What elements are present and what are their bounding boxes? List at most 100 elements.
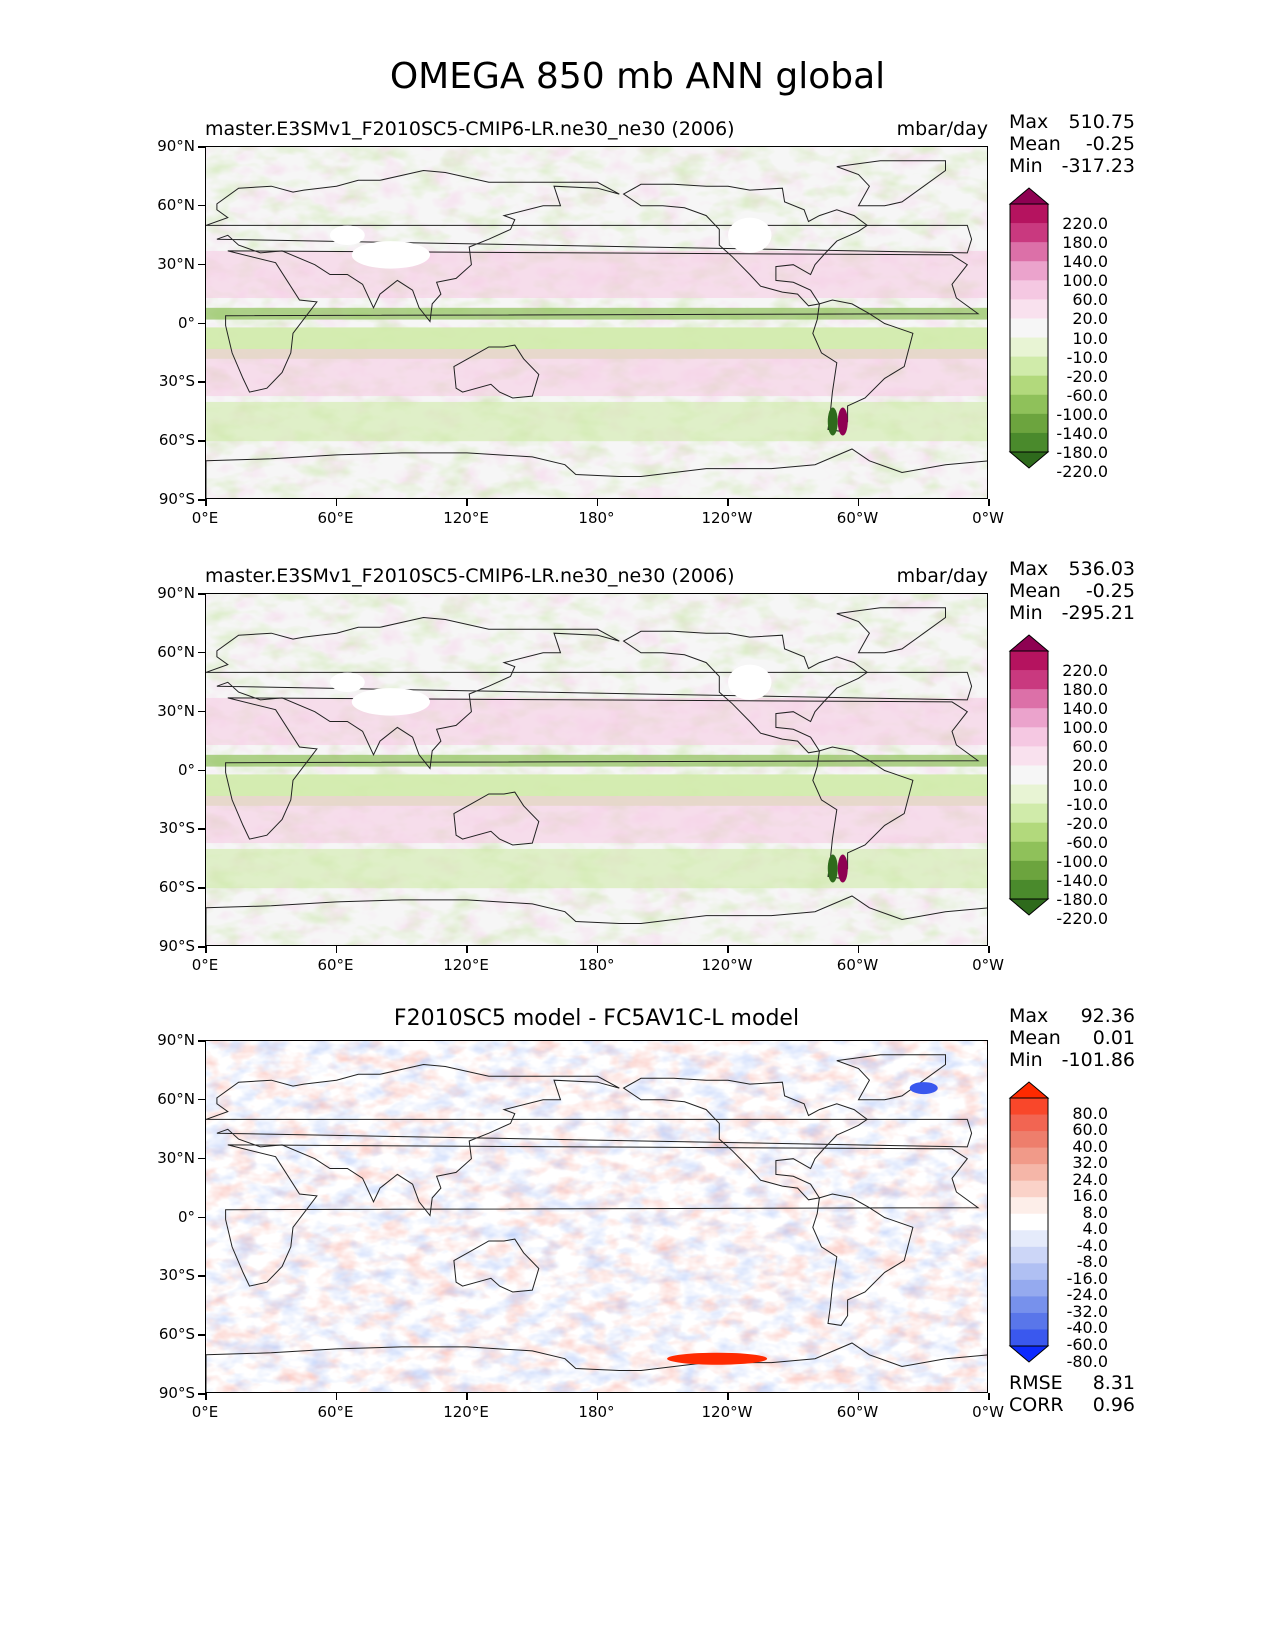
metric-value: 0.96 <box>1092 1394 1135 1416</box>
colorbar-segment <box>1010 432 1048 453</box>
coastline <box>836 1054 946 1101</box>
panel-units: mbar/day <box>896 565 988 587</box>
panel-stats: Max 510.75 Mean -0.25 Min -317.23 <box>1009 111 1135 177</box>
colorbar-segment <box>1010 689 1048 709</box>
lat-tick-mark <box>198 651 205 654</box>
stat-value: 0.01 <box>1092 1027 1135 1049</box>
colorbar-level: -100.0 <box>1056 404 1108 424</box>
colorbar-labels: 220.0 180.0 140.0 100.0 60.0 20.0 10.0 -10.0 -20… <box>1046 661 1108 928</box>
lon-tick-label: 120°E <box>443 1403 489 1421</box>
andes-downward-motion <box>837 407 848 436</box>
colorbar-segment <box>1010 413 1048 434</box>
lon-tick-mark <box>205 499 207 506</box>
colorbar-extend-max <box>1008 187 1050 205</box>
colorbar-extend-max <box>1008 1081 1050 1099</box>
colorbar-outline <box>1009 1097 1049 1347</box>
colorbar-level: -10.0 <box>1066 794 1108 814</box>
lat-tick-label: 90°N <box>157 137 195 155</box>
lon-tick-label: 180° <box>578 509 615 527</box>
field-texture-negative <box>206 147 987 498</box>
colorbar-segment <box>1010 356 1048 377</box>
colorbar-segment <box>1010 318 1048 339</box>
stat-value: -101.86 <box>1061 1049 1135 1071</box>
colorbar-level: -40.0 <box>1066 1318 1108 1338</box>
colorbar-level: 10.0 <box>1072 328 1108 348</box>
lat-tick-mark <box>198 1393 205 1395</box>
colorbar-level: 100.0 <box>1062 718 1108 738</box>
colorbar-extend-min <box>1008 898 1050 916</box>
colorbar-extend-min <box>1008 451 1050 469</box>
andes-upward-motion <box>827 407 838 436</box>
lon-tick-label: 60°E <box>317 1403 354 1421</box>
coastline <box>225 1144 980 1287</box>
lat-tick-label: 30°N <box>157 1148 195 1167</box>
coastline <box>225 250 980 393</box>
coastline <box>206 1063 973 1217</box>
map-field <box>206 147 987 498</box>
colorbar-level: -220.0 <box>1056 909 1108 929</box>
colorbar-level: -220.0 <box>1056 462 1108 482</box>
colorbar-segment <box>1010 1197 1048 1215</box>
stat-label: Min <box>1009 155 1043 177</box>
lat-tick-label: 90°N <box>157 584 195 602</box>
colorbar-labels: 220.0 180.0 140.0 100.0 60.0 20.0 10.0 -10.0 -20… <box>1046 214 1108 481</box>
stat-value: -317.23 <box>1061 155 1135 177</box>
lon-tick-mark <box>596 1393 598 1400</box>
lon-tick-mark <box>727 946 729 953</box>
missing-data-patch <box>728 664 772 700</box>
lat-tick-label: 30°N <box>157 701 195 720</box>
colorbar-level: -180.0 <box>1056 443 1108 462</box>
field-band <box>206 795 987 844</box>
stat-label: Max <box>1009 111 1049 133</box>
colorbar-segment <box>1010 1164 1048 1182</box>
colorbar-segment <box>1010 1230 1048 1248</box>
colorbar-level: -32.0 <box>1066 1301 1108 1321</box>
lat-tick-label: 60°S <box>158 1325 195 1344</box>
lon-tick-mark <box>857 1393 859 1400</box>
stat-value: 92.36 <box>1080 1005 1135 1027</box>
stat-value: -0.25 <box>1085 580 1135 602</box>
field-band <box>206 348 987 397</box>
colorbar-segment <box>1010 394 1048 415</box>
lon-tick-label: 60°W <box>836 956 879 974</box>
coastline <box>812 299 914 432</box>
colorbar-segment <box>1010 337 1048 358</box>
colorbar-level: 140.0 <box>1062 252 1108 272</box>
colorbar-level: 60.0 <box>1072 290 1108 310</box>
colorbar <box>1008 634 1050 916</box>
panel-title: F2010SC5 model - FC5AV1C-L model <box>393 1006 800 1031</box>
coastline <box>622 183 869 307</box>
lon-tick-mark <box>205 946 207 953</box>
colorbar-level: 100.0 <box>1062 271 1108 291</box>
lon-tick-mark <box>988 1393 990 1400</box>
colorbar-outline <box>1009 203 1049 453</box>
missing-data-patch <box>329 225 365 246</box>
lon-tick-label: 120°E <box>443 956 489 974</box>
colorbar-labels: 80.0 60.0 40.0 32.0 24.0 16.0 8.0 4.0 -4.0 -8.0 -1… <box>1046 1105 1108 1371</box>
missing-data-patch <box>351 241 431 269</box>
lon-tick-label: 0°W <box>972 509 1004 527</box>
coastline <box>453 344 540 399</box>
panel-title: master.E3SMv1_F2010SC5-CMIP6-LR.ne30_ne3… <box>205 565 735 587</box>
map-panel <box>205 593 988 946</box>
coastline <box>836 607 946 654</box>
missing-data-patch <box>728 217 772 253</box>
coastline <box>206 448 987 498</box>
lat-tick-mark <box>198 1275 205 1277</box>
colorbar-segment <box>1010 1279 1048 1297</box>
colorbar-segment <box>1010 1114 1048 1132</box>
colorbar-level: -180.0 <box>1056 890 1108 909</box>
colorbar-segment <box>1010 223 1048 243</box>
lat-tick-mark <box>198 204 205 207</box>
colorbar-level: 180.0 <box>1062 233 1108 253</box>
lon-tick-label: 60°W <box>836 1403 879 1421</box>
field-band <box>206 307 987 320</box>
lat-tick-mark <box>198 887 205 889</box>
colorbar-level: 10.0 <box>1072 775 1108 795</box>
lat-tick-label: 0° <box>177 1207 195 1226</box>
colorbar-level: -100.0 <box>1056 851 1108 871</box>
lon-tick-mark <box>466 499 468 506</box>
andes-upward-motion <box>827 854 838 883</box>
lat-tick-label: 30°S <box>158 1266 195 1285</box>
colorbar-level: -10.0 <box>1066 347 1108 367</box>
